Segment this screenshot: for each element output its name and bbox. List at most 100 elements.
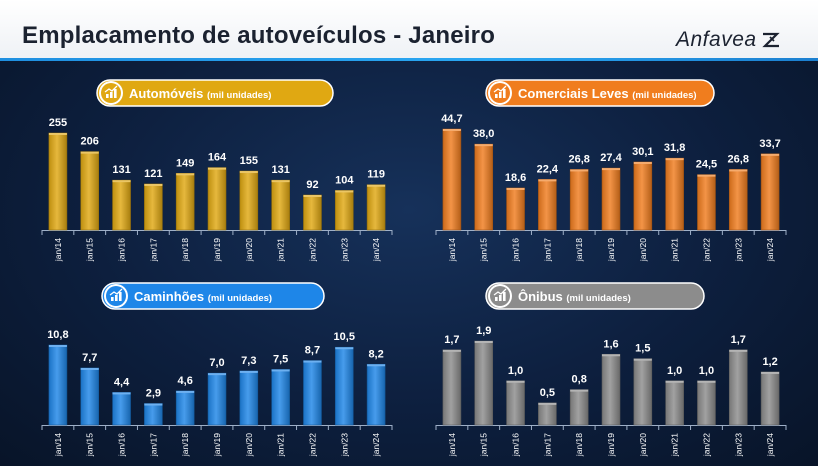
caminhoes-bar [175, 390, 195, 426]
chart-automoveis: Automóveis (mil unidades) 255 jan/14 206 jan… [41, 79, 393, 262]
comerciais-value-label: 44,7 [441, 113, 462, 125]
automoveis-bar [303, 194, 322, 231]
comerciais-bar [760, 153, 780, 231]
onibus-title-text: Ônibus [518, 289, 566, 304]
comerciais-category-label: jan/14 [447, 238, 457, 262]
onibus-value-label: 0,8 [572, 374, 587, 386]
caminhoes-title-text: Caminhões [134, 289, 208, 304]
comerciais-bar [601, 167, 621, 231]
caminhoes-bar [271, 369, 290, 426]
onibus-value-label: 1,0 [699, 365, 714, 377]
onibus-category-label: jan/17 [542, 433, 552, 457]
comerciais-bar-cap [538, 179, 557, 182]
caminhoes-category-label: jan/19 [212, 433, 222, 457]
automoveis-title-pill: Automóveis (mil unidades) [96, 79, 334, 107]
caminhoes-category-label: jan/16 [117, 433, 127, 457]
comerciais-bar-cap [761, 153, 780, 156]
onibus-bar-cap [665, 380, 684, 383]
automoveis-bar [48, 132, 68, 231]
automoveis-bar [207, 167, 227, 231]
caminhoes-title: Caminhões (mil unidades) [134, 289, 272, 304]
comerciais-category-label: jan/24 [765, 238, 775, 262]
caminhoes-value-label: 7,5 [273, 353, 288, 365]
comerciais-unit-text: (mil unidades) [632, 90, 696, 101]
onibus-bar-cap [697, 380, 716, 383]
comerciais-bar [633, 161, 653, 231]
onibus-bar [728, 349, 748, 426]
comerciais-bar [569, 169, 589, 231]
caminhoes-category-label: jan/21 [276, 433, 286, 457]
bar-chart-icon [488, 81, 512, 105]
automoveis-category-label: jan/16 [117, 238, 127, 262]
comerciais-category-label: jan/16 [511, 238, 521, 262]
caminhoes-bar [80, 367, 100, 426]
onibus-bar [474, 340, 494, 426]
automoveis-bar-cap [80, 151, 99, 154]
comerciais-title: Comerciais Leves (mil unidades) [518, 86, 697, 101]
automoveis-value-label: 119 [367, 169, 385, 181]
automoveis-value-label: 131 [271, 164, 289, 176]
comerciais-bar [474, 143, 494, 231]
comerciais-category-label: jan/17 [542, 238, 552, 262]
onibus-value-label: 1,7 [731, 334, 746, 346]
caminhoes-bar [366, 363, 386, 426]
onibus-bar-cap [602, 354, 620, 357]
comerciais-bar [697, 174, 716, 231]
onibus-category-label: jan/22 [701, 433, 711, 457]
caminhoes-category-label: jan/14 [53, 433, 63, 457]
onibus-value-label: 1,5 [635, 343, 650, 355]
onibus-title-pill: Ônibus (mil unidades) [485, 282, 705, 310]
comerciais-title-pill-bg [485, 79, 715, 107]
onibus-bar [506, 380, 525, 426]
caminhoes-bar-cap [303, 360, 322, 363]
onibus-bar [442, 349, 462, 426]
comerciais-category-label: jan/19 [606, 238, 616, 262]
automoveis-bar [80, 151, 100, 231]
automoveis-value-label: 121 [144, 168, 162, 180]
automoveis-category-label: jan/21 [276, 238, 286, 262]
comerciais-bar [538, 179, 557, 231]
onibus-bar-cap [570, 389, 589, 392]
comerciais-bar [442, 128, 462, 231]
comerciais-bar [728, 169, 748, 231]
page-title: Emplacamento de autoveículos - Janeiro [22, 22, 496, 49]
onibus-bar [697, 380, 716, 426]
automoveis-bar [112, 179, 131, 231]
automoveis-bar-cap [208, 167, 226, 170]
caminhoes-bar-cap [335, 347, 354, 350]
caminhoes-unit-text: (mil unidades) [208, 293, 272, 304]
comerciais-bar-cap [474, 144, 493, 147]
comerciais-bar-cap [506, 187, 525, 190]
comerciais-bar [506, 187, 525, 231]
onibus-bar-cap [442, 349, 461, 352]
automoveis-value-label: 255 [49, 117, 67, 129]
caminhoes-bar-cap [48, 345, 67, 347]
comerciais-value-label: 27,4 [600, 152, 622, 164]
comerciais-bar-cap [442, 129, 461, 131]
comerciais-bar-cap [697, 174, 716, 177]
comerciais-category-label: jan/21 [670, 238, 680, 262]
comerciais-bar-cap [602, 168, 620, 171]
automoveis-category-label: jan/24 [371, 238, 381, 262]
caminhoes-category-label: jan/18 [180, 433, 190, 457]
automoveis-value-label: 206 [81, 136, 99, 148]
automoveis-bar-cap [239, 171, 258, 174]
automoveis-bar [366, 184, 386, 231]
automoveis-bar [334, 190, 354, 231]
comerciais-category-label: jan/15 [479, 238, 489, 262]
onibus-value-label: 1,0 [508, 365, 523, 377]
caminhoes-bar-cap [239, 370, 258, 373]
caminhoes-title-pill: Caminhões (mil unidades) [101, 282, 325, 310]
automoveis-value-label: 104 [335, 174, 354, 186]
onibus-value-label: 1,9 [476, 325, 491, 337]
chart-onibus: Ônibus (mil unidades) 1,7 jan/14 1,9 jan/15 1… [435, 282, 787, 457]
onibus-bar-cap [506, 380, 525, 383]
onibus-value-label: 1,0 [667, 365, 682, 377]
caminhoes-bar [48, 344, 68, 426]
onibus-bar [760, 371, 780, 426]
onibus-bar-cap [761, 371, 780, 374]
comerciais-value-label: 33,7 [759, 138, 780, 150]
caminhoes-bar [239, 370, 259, 426]
caminhoes-value-label: 4,4 [114, 376, 130, 388]
